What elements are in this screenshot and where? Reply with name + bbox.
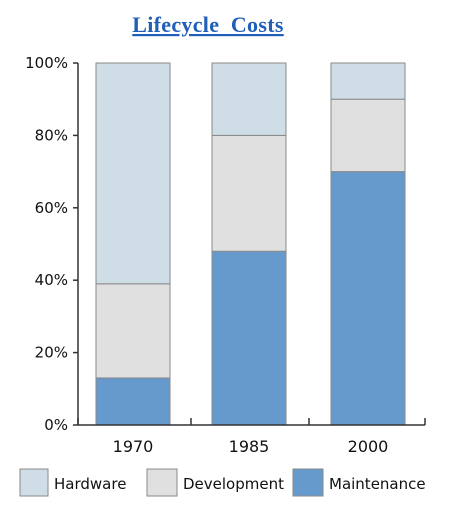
legend-label-hardware: Hardware (54, 475, 126, 493)
y-tick-label: 80% (35, 126, 68, 144)
legend-swatch-development (146, 468, 178, 497)
chart-legend: Hardware Development Maintenance (19, 468, 426, 497)
chart-title: Lifecycle Costs (132, 12, 284, 37)
y-tick-label: 100% (25, 54, 68, 72)
bar-maintenance-1985 (211, 250, 287, 426)
legend-label-maintenance: Maintenance (329, 475, 426, 493)
x-tick-label-2000: 2000 (348, 437, 389, 456)
y-tick-label: 60% (35, 199, 68, 217)
plot-area: 1970 1985 2000 0% 20% 40% 60% 80% 100% (25, 54, 426, 456)
y-tick-label: 20% (35, 344, 68, 362)
bar-hardware-1970 (95, 62, 171, 285)
bar-maintenance-2000 (330, 171, 406, 426)
legend-swatch-maintenance (292, 468, 324, 497)
legend-label-development: Development (183, 475, 284, 493)
x-tick-label-1985: 1985 (229, 437, 270, 456)
bar-development-2000 (330, 98, 406, 173)
bar-development-1985 (211, 134, 287, 252)
legend-swatch-hardware (19, 468, 49, 497)
bar-hardware-2000 (330, 62, 406, 100)
x-tick-label-1970: 1970 (113, 437, 154, 456)
bar-development-1970 (95, 283, 171, 379)
bar-hardware-1985 (211, 62, 287, 136)
y-tick-label: 40% (35, 271, 68, 289)
y-tick-label: 0% (44, 416, 68, 434)
bar-maintenance-1970 (95, 377, 171, 426)
